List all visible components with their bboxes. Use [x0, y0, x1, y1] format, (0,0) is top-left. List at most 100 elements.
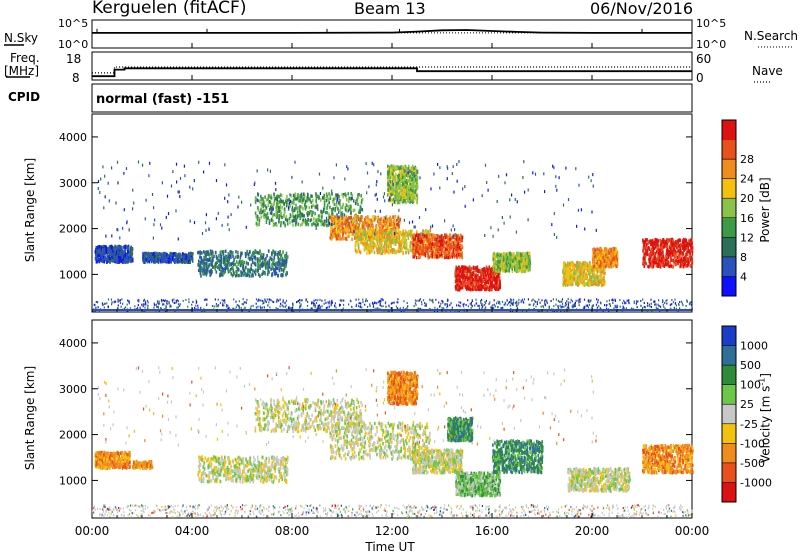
- power-region-4-cell: [331, 224, 334, 228]
- power-region-4-cell: [339, 237, 341, 241]
- power-region-6-cell: [435, 250, 437, 254]
- power-noise-cell: [300, 299, 302, 302]
- power-region-0-cell: [99, 251, 101, 255]
- power-region-2-cell: [272, 249, 274, 253]
- power-region-2-cell: [261, 256, 263, 261]
- power-region-3-cell: [297, 222, 300, 226]
- power-noise-cell: [380, 300, 382, 302]
- power-noise-cell: [310, 307, 312, 310]
- power-region-3-cell: [361, 197, 364, 202]
- power-region-3-cell: [295, 197, 298, 201]
- power-noise-cell: [642, 298, 644, 301]
- power-ytick-label-2: 3000: [59, 177, 87, 190]
- power-region-1-cell: [159, 256, 161, 260]
- power-noise-cell: [165, 304, 167, 307]
- power-region-5-cell: [370, 228, 373, 233]
- power-region-0-cell: [108, 248, 110, 252]
- power-noise-cell: [503, 303, 505, 306]
- power-region-0-cell: [94, 253, 97, 257]
- power-region-5-cell: [383, 231, 386, 236]
- power-noise-cell: [567, 306, 569, 309]
- power-region-0-cell: [110, 249, 112, 253]
- power-region-3-cell: [264, 208, 267, 212]
- power-region-5-cell: [373, 228, 375, 233]
- power-noise-cell: [339, 303, 341, 306]
- power-noise-cell: [155, 303, 157, 306]
- power-noise-cell: [630, 307, 632, 310]
- power-region-5-cell: [405, 246, 408, 250]
- power-region-3-cell: [280, 212, 283, 216]
- power-noise-cell: [570, 298, 572, 301]
- power-noise-cell: [552, 298, 554, 301]
- power-region-7-cell: [474, 269, 477, 273]
- power-region-6-cell: [446, 241, 448, 245]
- power-region-4-cell: [331, 229, 334, 234]
- power-region-2-cell: [205, 254, 207, 258]
- power-noise-cell: [172, 300, 174, 303]
- power-region-2-cell: [285, 264, 287, 268]
- power-noise-cell: [236, 304, 238, 307]
- power-region-6-cell: [460, 247, 462, 251]
- power-region-3-cell: [324, 222, 327, 226]
- power-region-4-cell: [392, 219, 395, 224]
- power-region-7-cell: [496, 285, 499, 289]
- power-noise-cell: [572, 306, 574, 309]
- power-region-2-cell: [282, 250, 284, 254]
- power-region-5-cell: [408, 232, 411, 236]
- power-region-8-cell: [526, 251, 529, 255]
- power-region-3-cell: [272, 205, 274, 209]
- power-noise-cell: [158, 302, 161, 305]
- power-region-4-cell: [342, 227, 345, 232]
- power-noise-cell: [320, 307, 322, 310]
- power-noise-cell: [166, 300, 168, 303]
- power-noise-cell: [265, 301, 267, 304]
- power-region-5-cell: [394, 238, 397, 243]
- power-region-6-cell: [452, 247, 455, 251]
- power-region-3-cell: [350, 211, 352, 215]
- power-region-0-cell: [102, 250, 105, 254]
- power-region-5-cell: [402, 251, 404, 255]
- power-noise-cell: [255, 306, 257, 309]
- power-noise-cell: [171, 299, 173, 302]
- power-region-6-cell: [454, 233, 457, 237]
- power-region-0-cell: [128, 259, 130, 263]
- power-noise-cell: [612, 301, 614, 304]
- power-noise-cell: [548, 305, 550, 308]
- power-region-5-cell: [400, 242, 402, 246]
- power-region-7-cell: [484, 284, 487, 288]
- power-region-2-cell: [212, 257, 214, 261]
- power-region-5-cell: [381, 235, 383, 239]
- power-region-0-cell: [98, 259, 101, 264]
- power-region-2-cell: [213, 265, 216, 269]
- power-region-7-cell: [494, 286, 496, 290]
- power-region-3-cell: [311, 213, 313, 217]
- power-region-7-cell: [478, 287, 480, 291]
- power-region-7-cell: [472, 283, 474, 287]
- power-region-3-cell: [285, 215, 288, 219]
- power-region-4-cell: [387, 229, 389, 234]
- power-region-4-cell: [377, 217, 380, 222]
- power-noise-cell: [521, 298, 524, 301]
- power-region-3-cell: [305, 196, 308, 200]
- power-region-6-cell: [461, 251, 463, 255]
- power-region-4-cell: [395, 223, 397, 228]
- power-noise-cell: [536, 300, 538, 303]
- power-region-7-cell: [489, 275, 492, 279]
- power-region-3-cell: [256, 217, 259, 222]
- power-region-3-cell: [267, 200, 270, 205]
- power-region-3-cell: [291, 208, 293, 212]
- power-region-2-cell: [227, 255, 230, 259]
- power-region-3-cell: [336, 213, 338, 217]
- power-region-2-cell: [252, 268, 254, 273]
- power-noise-cell: [218, 304, 220, 307]
- power-region-6-cell: [422, 245, 424, 249]
- power-region-2-cell: [199, 261, 202, 265]
- power-region-7-cell: [478, 277, 481, 282]
- power-region-7-cell: [474, 277, 477, 281]
- power-noise-cell: [666, 299, 668, 302]
- power-region-2-cell: [219, 250, 222, 254]
- power-noise-cell: [481, 307, 483, 310]
- power-region-3-cell: [301, 200, 303, 204]
- power-region-0-cell: [110, 249, 113, 253]
- power-region-3-cell: [325, 219, 327, 223]
